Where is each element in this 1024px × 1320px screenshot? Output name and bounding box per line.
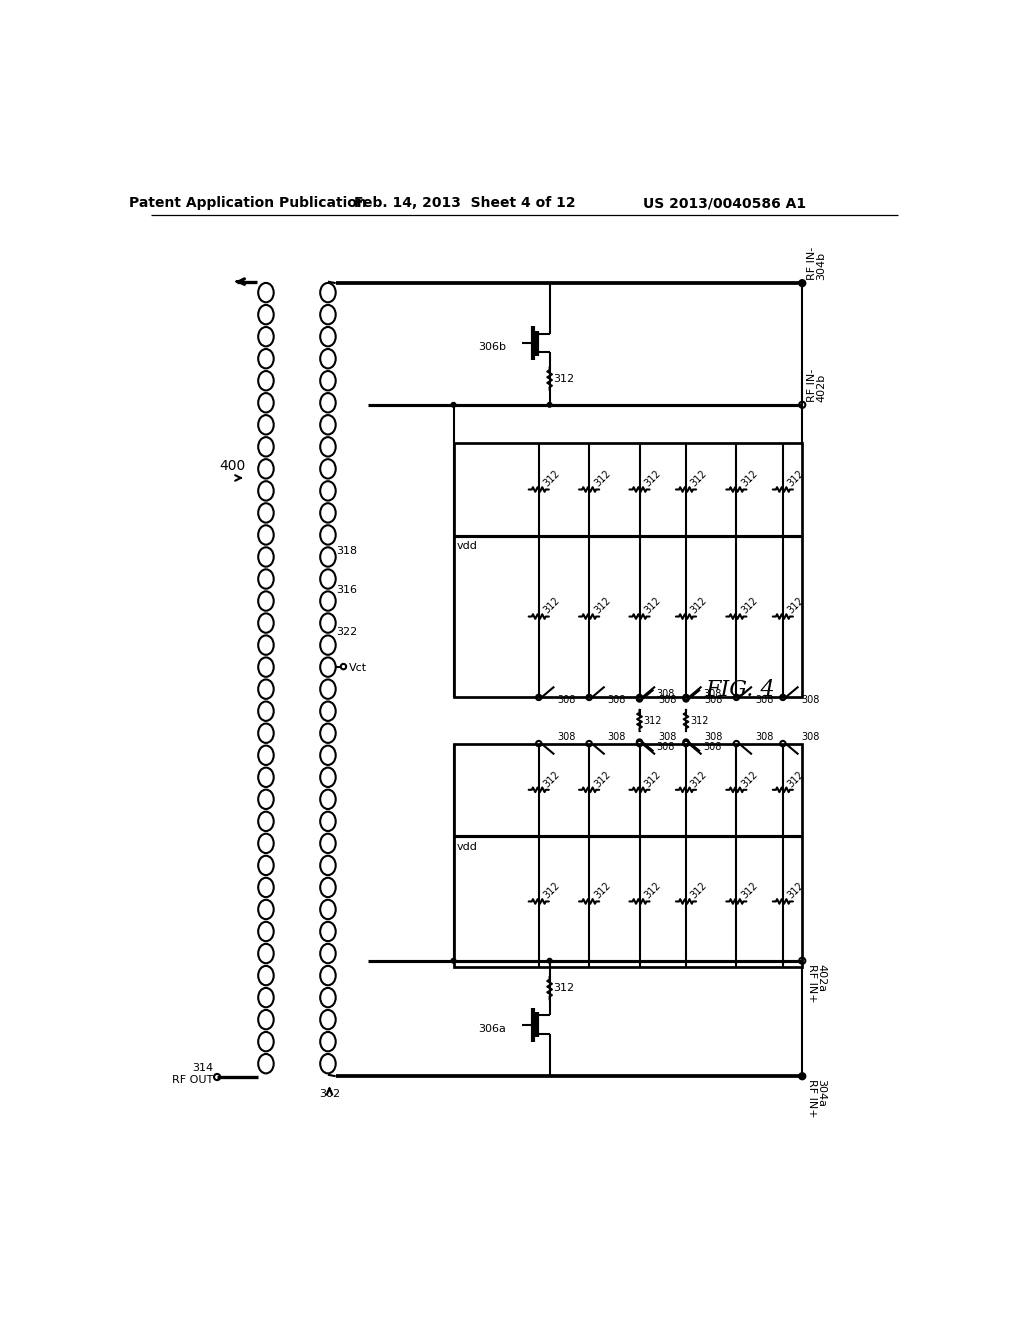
Text: vdd: vdd	[457, 541, 477, 552]
Text: 312: 312	[542, 469, 562, 488]
Text: 302: 302	[318, 1089, 340, 1100]
Text: 312: 312	[690, 715, 709, 726]
Text: 312: 312	[739, 880, 760, 900]
Text: 312: 312	[592, 770, 612, 789]
Text: 308: 308	[607, 733, 626, 742]
Text: 308: 308	[658, 696, 677, 705]
Text: 402a: 402a	[816, 964, 826, 991]
Text: 312: 312	[643, 770, 663, 789]
Circle shape	[547, 958, 552, 964]
Circle shape	[547, 403, 552, 407]
Text: RF OUT: RF OUT	[172, 1074, 213, 1085]
Text: 308: 308	[658, 733, 677, 742]
Text: 304b: 304b	[816, 252, 826, 280]
Text: 308: 308	[557, 696, 575, 705]
Text: Feb. 14, 2013  Sheet 4 of 12: Feb. 14, 2013 Sheet 4 of 12	[354, 197, 575, 210]
Text: 318: 318	[336, 546, 356, 556]
Text: 312: 312	[689, 770, 710, 789]
Text: 316: 316	[336, 585, 356, 594]
Circle shape	[452, 958, 456, 964]
Text: Vct: Vct	[349, 663, 367, 673]
Text: 304a: 304a	[816, 1080, 826, 1107]
Text: 312: 312	[542, 595, 562, 616]
Text: 308: 308	[656, 689, 675, 700]
Text: 312: 312	[643, 469, 663, 488]
Text: 312: 312	[553, 983, 573, 993]
Text: 312: 312	[542, 770, 562, 789]
Text: 312: 312	[592, 595, 612, 616]
Text: RF IN+: RF IN+	[807, 1080, 817, 1118]
Text: FIG. 4: FIG. 4	[706, 678, 775, 701]
Text: 400: 400	[219, 459, 246, 474]
Text: Patent Application Publication: Patent Application Publication	[129, 197, 367, 210]
Text: 312: 312	[786, 469, 806, 488]
Text: 312: 312	[739, 595, 760, 616]
Text: 308: 308	[705, 696, 723, 705]
Text: 312: 312	[786, 880, 806, 900]
Text: 312: 312	[592, 880, 612, 900]
Text: 312: 312	[689, 880, 710, 900]
Text: 308: 308	[802, 733, 820, 742]
Text: 312: 312	[786, 770, 806, 789]
Text: 308: 308	[802, 696, 820, 705]
Text: 308: 308	[755, 733, 773, 742]
Text: 308: 308	[703, 742, 722, 751]
Text: 322: 322	[336, 627, 357, 638]
Circle shape	[800, 281, 805, 285]
Bar	[454, 743, 802, 966]
Text: 312: 312	[739, 469, 760, 488]
Text: 306b: 306b	[478, 342, 506, 352]
Text: 308: 308	[703, 689, 722, 700]
Text: 308: 308	[607, 696, 626, 705]
Text: RF IN-: RF IN-	[807, 368, 817, 401]
Text: 312: 312	[542, 880, 562, 900]
Text: 312: 312	[643, 595, 663, 616]
Text: 308: 308	[557, 733, 575, 742]
Circle shape	[800, 1074, 805, 1078]
Text: 306a: 306a	[478, 1023, 506, 1034]
Text: 312: 312	[643, 880, 663, 900]
Text: 312: 312	[553, 374, 573, 384]
Text: 308: 308	[705, 733, 723, 742]
Bar	[454, 444, 802, 697]
Text: vdd: vdd	[457, 842, 477, 851]
Circle shape	[452, 403, 456, 407]
Text: US 2013/0040586 A1: US 2013/0040586 A1	[643, 197, 806, 210]
Text: 312: 312	[643, 715, 662, 726]
Text: 312: 312	[739, 770, 760, 789]
Text: 308: 308	[656, 742, 675, 751]
Text: 308: 308	[755, 696, 773, 705]
Text: 314: 314	[193, 1063, 213, 1073]
Text: 312: 312	[689, 595, 710, 616]
Text: 312: 312	[592, 469, 612, 488]
Text: 312: 312	[689, 469, 710, 488]
Text: 402b: 402b	[816, 374, 826, 401]
Text: 312: 312	[786, 595, 806, 616]
Text: RF IN-: RF IN-	[807, 247, 817, 280]
Text: RF IN+: RF IN+	[807, 964, 817, 1002]
